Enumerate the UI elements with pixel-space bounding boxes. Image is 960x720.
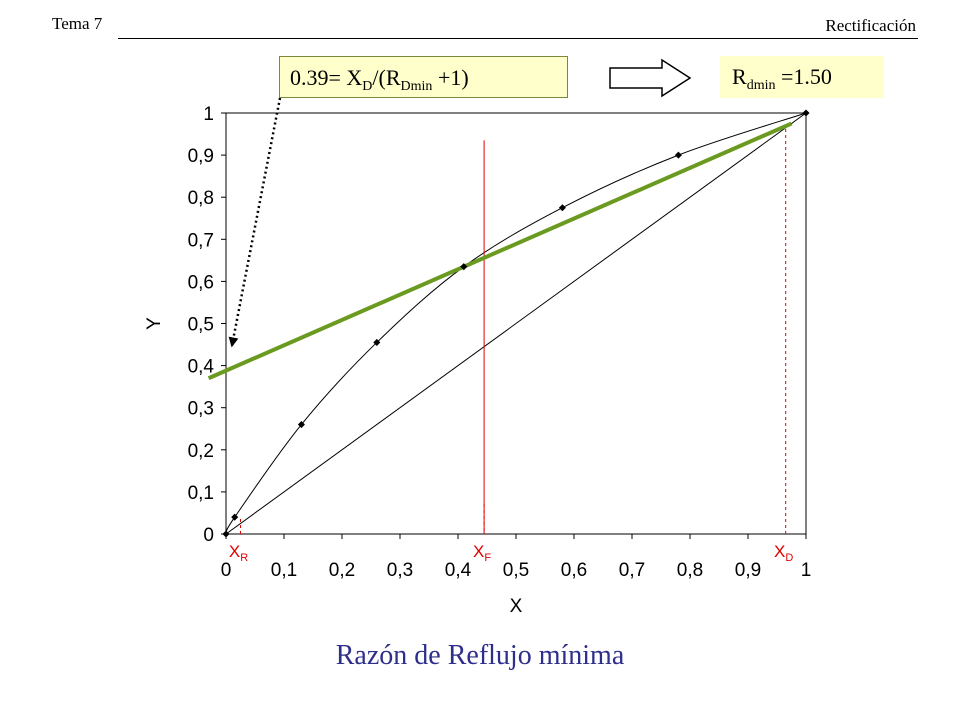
equilibrium-point (558, 204, 566, 212)
section-label: Rectificación (825, 16, 916, 35)
y-axis-label: Y (144, 317, 165, 330)
formula-prefix: 0.39= X (290, 65, 363, 90)
x-tick-label: 0,3 (387, 560, 413, 581)
x-tick-label: 0,4 (445, 560, 472, 581)
plot-area: 0 0,1 0,2 0,3 0,4 0,5 0,6 0,7 0,8 0,9 1 0 0,1 0,2 0,3 0… (144, 97, 812, 617)
result-box: Rdmin =1.50 (720, 56, 884, 98)
x-tick-label: 0,1 (271, 560, 297, 581)
x-tick-label: 0,6 (561, 560, 587, 581)
result-prefix: R (732, 64, 747, 89)
y-tick-label: 0,8 (188, 188, 214, 209)
formula-box: 0.39= XD/(RDmin +1) (279, 56, 568, 98)
formula-sub-d: D (362, 79, 373, 94)
formula-mid: /(R (372, 65, 401, 90)
equilibrium-point (674, 151, 682, 159)
x-tick-label: 0,5 (503, 560, 529, 581)
formula-suffix: +1) (432, 65, 469, 90)
marker-label-sub: D (785, 552, 793, 564)
y-tick-label: 0,1 (188, 483, 214, 504)
x-tick-label: 0,7 (619, 560, 645, 581)
y-tick-label: 0,7 (188, 230, 214, 251)
intercept-arrow (228, 97, 282, 348)
result-sub: dmin (746, 78, 776, 93)
x-tick-label: 0,2 (329, 560, 355, 581)
implies-arrow-icon (609, 58, 692, 98)
y-tick-label: 0,2 (188, 441, 214, 462)
equilibrium-point (231, 513, 239, 521)
x-tick-label: 0 (221, 560, 232, 581)
equilibrium-point (373, 338, 381, 346)
x-axis-label: X (510, 596, 523, 617)
y-tick-label: 0,6 (188, 272, 214, 293)
diagonal-line (225, 112, 807, 535)
marker-label-main: X (473, 542, 484, 561)
marker-label-xr: XR (229, 542, 248, 564)
marker-label-xf: XF (473, 542, 491, 564)
equilibrium-point (222, 530, 230, 538)
marker-label-sub: F (484, 552, 491, 564)
y-tick-label: 0 (203, 525, 214, 546)
y-tick-label: 0,4 (188, 357, 215, 378)
equilibrium-point (802, 109, 810, 117)
result-suffix: =1.50 (775, 64, 832, 89)
operating-line (207, 121, 793, 381)
x-tick-label: 0,9 (735, 560, 761, 581)
y-tick-label: 1 (203, 104, 214, 125)
header-divider (118, 38, 918, 39)
formula-sub-dmin: Dmin (400, 79, 433, 94)
marker-label-xd: XD (774, 542, 793, 564)
x-tick-label: 0,8 (677, 560, 703, 581)
y-tick-label: 0,5 (188, 315, 214, 336)
y-tick-label: 0,3 (188, 399, 214, 420)
equilibrium-point (297, 421, 305, 429)
marker-label-sub: R (240, 552, 248, 564)
topic-label: Tema 7 (52, 14, 103, 33)
y-tick-label: 0,9 (188, 146, 214, 167)
chart-title: Razón de Reflujo mínima (335, 640, 625, 671)
equilibrium-point (460, 263, 468, 271)
x-tick-label: 1 (801, 560, 812, 581)
marker-label-main: X (229, 542, 240, 561)
marker-label-main: X (774, 542, 785, 561)
